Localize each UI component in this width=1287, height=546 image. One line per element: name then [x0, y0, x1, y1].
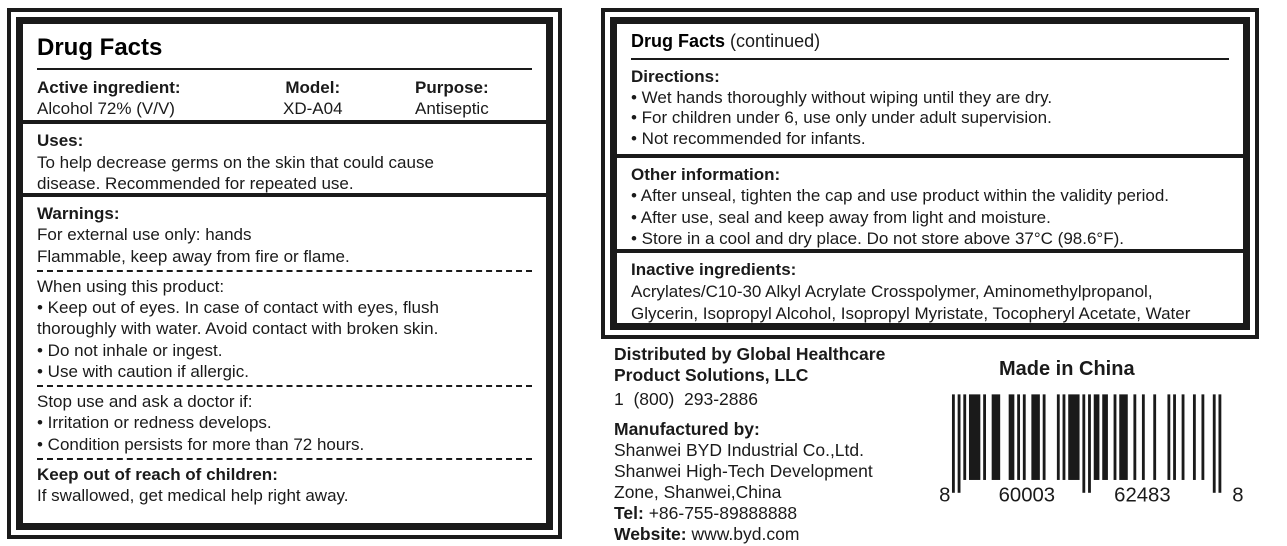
svg-text:8: 8 — [1232, 484, 1243, 506]
svg-text:62483: 62483 — [1114, 484, 1170, 506]
svg-text:8: 8 — [939, 484, 950, 506]
svg-text:60003: 60003 — [999, 484, 1055, 506]
